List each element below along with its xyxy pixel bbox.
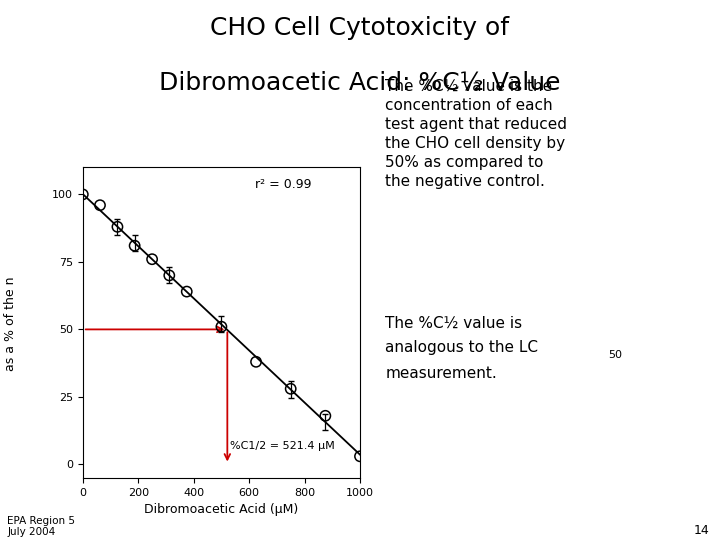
Text: The %C½ value is the
concentration of each
test agent that reduced
the CHO cell : The %C½ value is the concentration of ea…	[385, 78, 567, 190]
Text: r² = 0.99: r² = 0.99	[255, 178, 311, 191]
Point	[112, 222, 123, 231]
Point	[216, 322, 228, 331]
Text: EPA Region 5
July 2004: EPA Region 5 July 2004	[7, 516, 75, 537]
Point	[94, 201, 106, 210]
Point	[251, 357, 262, 366]
Point	[354, 452, 366, 461]
Text: CHO Cell Cytotoxicity of: CHO Cell Cytotoxicity of	[210, 16, 510, 40]
Point	[320, 411, 331, 420]
Text: as a % of the n: as a % of the n	[4, 276, 17, 372]
Text: measurement.: measurement.	[385, 366, 497, 381]
Point	[163, 271, 175, 280]
Point	[129, 241, 140, 250]
Text: %C1/2 = 521.4 μM: %C1/2 = 521.4 μM	[230, 441, 335, 451]
Text: 14: 14	[693, 524, 709, 537]
Text: analogous to the LC: analogous to the LC	[385, 340, 539, 355]
Text: The %C½ value is: The %C½ value is	[385, 316, 522, 331]
Point	[285, 384, 297, 393]
Point	[77, 190, 89, 199]
Text: 50: 50	[608, 350, 622, 360]
X-axis label: Dibromoacetic Acid (μM): Dibromoacetic Acid (μM)	[144, 503, 299, 516]
Point	[146, 255, 158, 264]
Point	[181, 287, 192, 296]
Text: Dibromoacetic Acid: %C½ Value: Dibromoacetic Acid: %C½ Value	[159, 70, 561, 94]
